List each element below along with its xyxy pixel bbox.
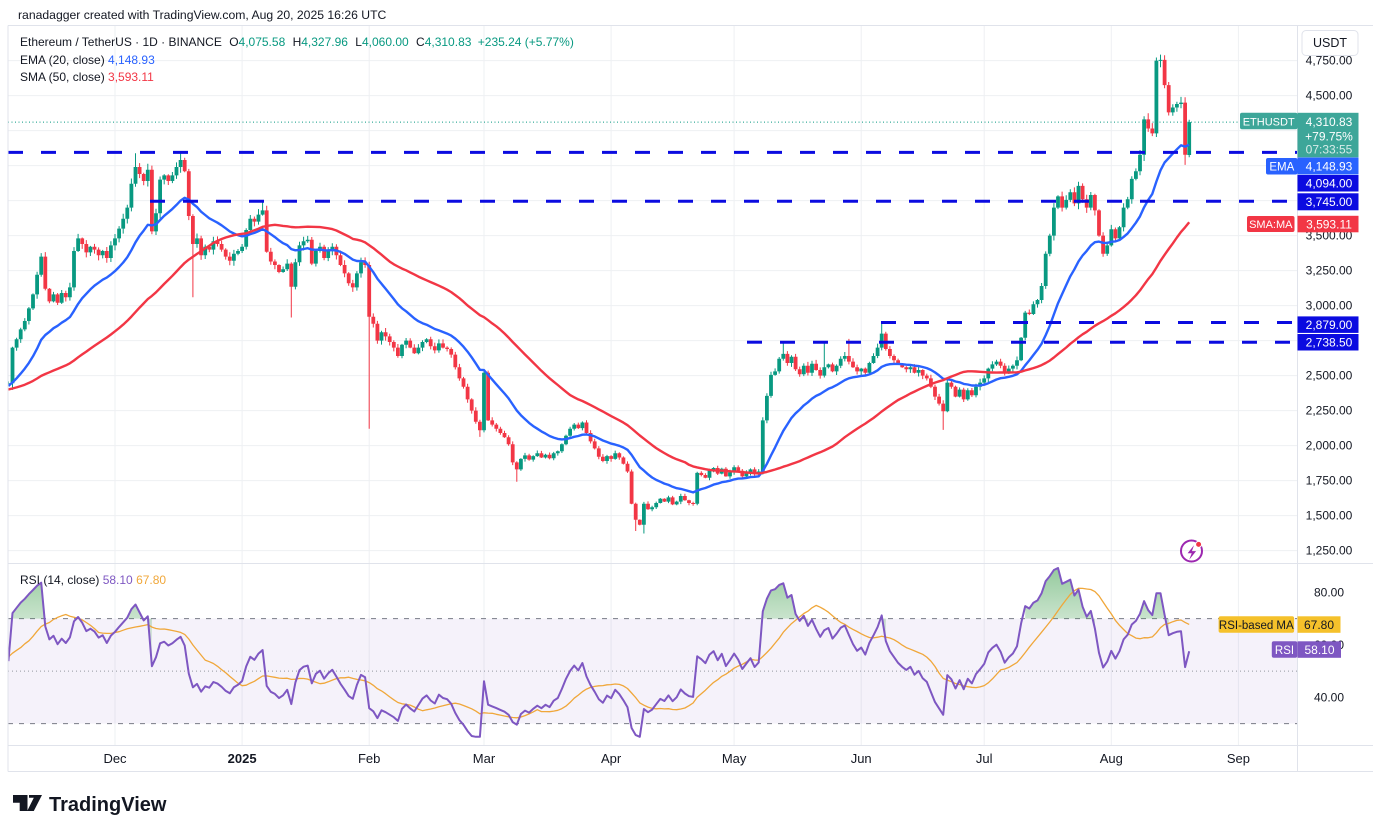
svg-text:ranadagger created with Tradin: ranadagger created with TradingView.com,… (18, 8, 387, 22)
svg-text:4,148.93: 4,148.93 (1306, 160, 1353, 174)
svg-text:Sep: Sep (1227, 751, 1250, 766)
svg-text:Ethereum / TetherUS · 1D · BIN: Ethereum / TetherUS · 1D · BINANCE O4,07… (20, 35, 574, 49)
svg-text:58.10: 58.10 (1304, 643, 1334, 657)
svg-text:May: May (722, 751, 747, 766)
svg-text:SMA (50, close) 3,593.11: SMA (50, close) 3,593.11 (20, 70, 154, 84)
svg-text:3,745.00: 3,745.00 (1306, 195, 1353, 209)
svg-text:4,310.83: 4,310.83 (1306, 115, 1353, 129)
svg-text:Dec: Dec (103, 751, 127, 766)
svg-text:EMA (20, close) 4,148.93: EMA (20, close) 4,148.93 (20, 53, 155, 67)
svg-text:3,250.00: 3,250.00 (1306, 264, 1353, 278)
svg-text:3,000.00: 3,000.00 (1306, 299, 1353, 313)
svg-text:ETHUSDT: ETHUSDT (1243, 116, 1295, 128)
svg-text:2,250.00: 2,250.00 (1306, 404, 1353, 418)
svg-text:1,750.00: 1,750.00 (1306, 474, 1353, 488)
svg-text:1,250.00: 1,250.00 (1306, 544, 1353, 558)
svg-text:3,593.11: 3,593.11 (1306, 218, 1352, 232)
svg-text:RSI: RSI (1275, 645, 1294, 657)
svg-text:Jul: Jul (976, 751, 993, 766)
svg-text:SMA:MA: SMA:MA (1249, 219, 1293, 231)
svg-text:Feb: Feb (358, 751, 380, 766)
svg-text:80.00: 80.00 (1314, 585, 1344, 599)
svg-text:RSI (14, close) 58.10 67.80: RSI (14, close) 58.10 67.80 (20, 573, 166, 587)
svg-text:+79.75%: +79.75% (1305, 130, 1353, 144)
svg-text:07:33:55: 07:33:55 (1306, 143, 1353, 157)
svg-text:Aug: Aug (1100, 751, 1123, 766)
svg-text:EMA: EMA (1269, 161, 1294, 173)
svg-text:2,000.00: 2,000.00 (1306, 439, 1353, 453)
svg-text:2,500.00: 2,500.00 (1306, 369, 1353, 383)
svg-text:Jun: Jun (851, 751, 872, 766)
svg-text:USDT: USDT (1313, 36, 1347, 50)
svg-text:2025: 2025 (228, 751, 257, 766)
svg-text:40.00: 40.00 (1314, 690, 1344, 704)
svg-text:Mar: Mar (473, 751, 496, 766)
svg-text:4,094.00: 4,094.00 (1306, 177, 1353, 191)
svg-text:67.80: 67.80 (1304, 618, 1334, 632)
svg-text:2,879.00: 2,879.00 (1306, 318, 1353, 332)
svg-text:Apr: Apr (601, 751, 622, 766)
svg-text:RSI-based MA: RSI-based MA (1219, 620, 1294, 632)
svg-text:2,738.50: 2,738.50 (1306, 336, 1353, 350)
svg-text:4,500.00: 4,500.00 (1306, 89, 1353, 103)
svg-text:1,500.00: 1,500.00 (1306, 509, 1353, 523)
svg-text:4,750.00: 4,750.00 (1306, 54, 1353, 68)
svg-text:TradingView: TradingView (49, 794, 167, 816)
